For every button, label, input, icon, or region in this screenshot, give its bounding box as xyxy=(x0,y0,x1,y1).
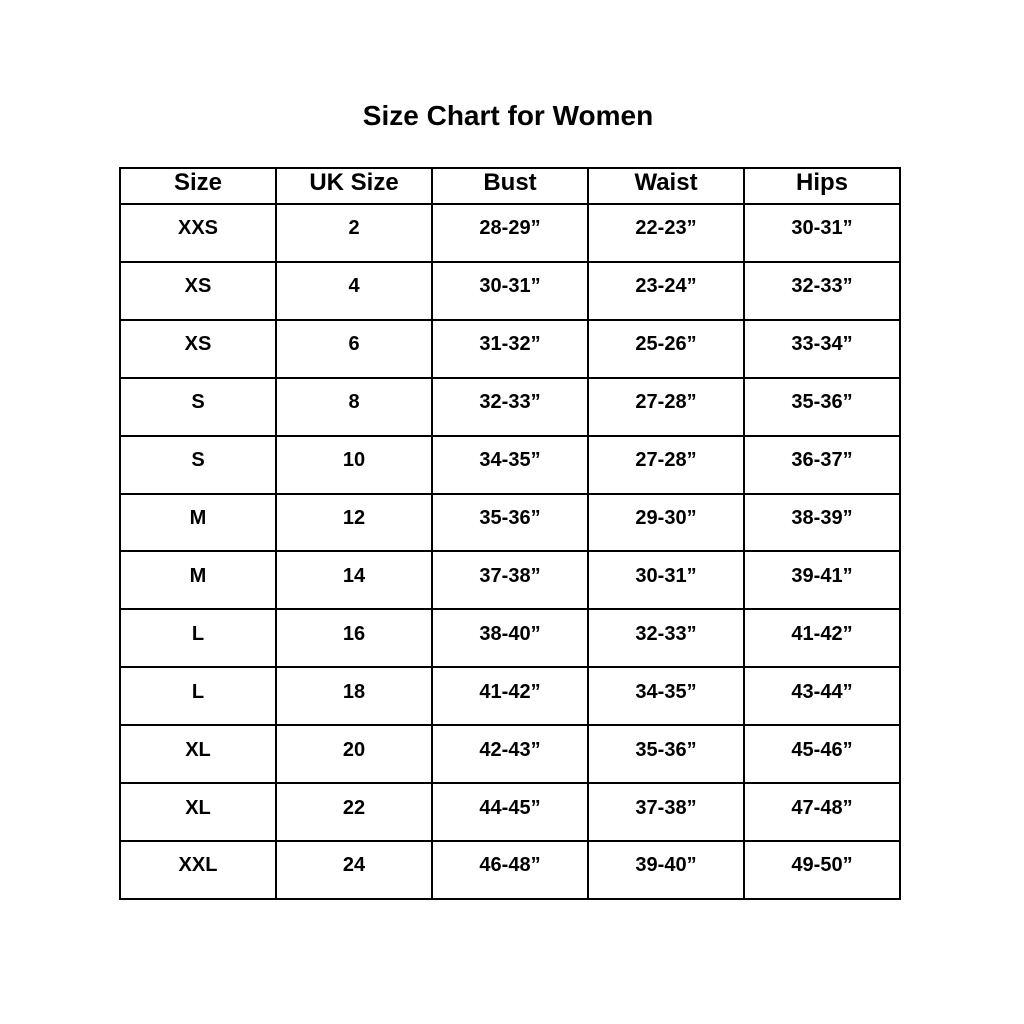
table-cell: 8 xyxy=(275,376,433,437)
table-cell: 24 xyxy=(275,839,433,901)
table-cell: 18 xyxy=(275,666,433,727)
table-cell: 30-31” xyxy=(587,550,745,611)
table-cell: 42-43” xyxy=(431,724,589,785)
table-cell: 32-33” xyxy=(587,608,745,669)
table-cell: 39-40” xyxy=(587,839,745,901)
table-cell: 37-38” xyxy=(431,550,589,611)
table-cell: 29-30” xyxy=(587,492,745,553)
column-header: Waist xyxy=(587,167,745,205)
column-header: Size xyxy=(119,167,277,205)
table-cell: L xyxy=(119,666,277,727)
table-cell: 41-42” xyxy=(743,608,901,669)
table-row: XXS 2 28-29” 22-23” 30-31” xyxy=(119,203,901,263)
table-row: M 12 35-36” 29-30” 38-39” xyxy=(119,492,901,553)
table-cell: 30-31” xyxy=(743,203,901,263)
table-cell: 30-31” xyxy=(431,260,589,321)
table-cell: 34-35” xyxy=(587,666,745,727)
table-cell: 46-48” xyxy=(431,839,589,901)
table-cell: S xyxy=(119,376,277,437)
table-cell: 2 xyxy=(275,203,433,263)
table-cell: 6 xyxy=(275,318,433,379)
table-cell: 35-36” xyxy=(587,724,745,785)
table-row: XL 22 44-45” 37-38” 47-48” xyxy=(119,782,901,842)
table-cell: XL xyxy=(119,724,277,785)
column-header: Bust xyxy=(431,167,589,205)
table-cell: 27-28” xyxy=(587,376,745,437)
table-cell: XS xyxy=(119,318,277,379)
table-cell: 22-23” xyxy=(587,203,745,263)
column-header: Hips xyxy=(743,167,901,205)
table-cell: 41-42” xyxy=(431,666,589,727)
table-cell: 49-50” xyxy=(743,839,901,901)
table-cell: 4 xyxy=(275,260,433,321)
table-cell: 16 xyxy=(275,608,433,669)
table-cell: 27-28” xyxy=(587,434,745,495)
table-cell: 43-44” xyxy=(743,666,901,727)
page-title: Size Chart for Women xyxy=(362,100,654,131)
table-cell: 23-24” xyxy=(587,260,745,321)
table-cell: XL xyxy=(119,782,277,842)
table-cell: 44-45” xyxy=(431,782,589,842)
column-header: UK Size xyxy=(275,167,433,205)
table-cell: 12 xyxy=(275,492,433,553)
table-cell: 25-26” xyxy=(587,318,745,379)
table-cell: 45-46” xyxy=(743,724,901,785)
table-cell: 38-40” xyxy=(431,608,589,669)
table-cell: 31-32” xyxy=(431,318,589,379)
table-cell: XS xyxy=(119,260,277,321)
table-cell: S xyxy=(119,434,277,495)
table-row: L 18 41-42” 34-35” 43-44” xyxy=(119,666,901,727)
table-cell: 14 xyxy=(275,550,433,611)
table-cell: 39-41” xyxy=(743,550,901,611)
table-cell: 37-38” xyxy=(587,782,745,842)
table-cell: 35-36” xyxy=(743,376,901,437)
table-cell: 32-33” xyxy=(431,376,589,437)
table-cell: XXS xyxy=(119,203,277,263)
table-cell: 22 xyxy=(275,782,433,842)
table-cell: 33-34” xyxy=(743,318,901,379)
table-header-row: Size UK Size Bust Waist Hips xyxy=(119,167,901,205)
table-cell: 20 xyxy=(275,724,433,785)
table-row: XXL 24 46-48” 39-40” 49-50” xyxy=(119,839,901,901)
table-cell: 47-48” xyxy=(743,782,901,842)
table-row: S 8 32-33” 27-28” 35-36” xyxy=(119,376,901,437)
table-cell: 34-35” xyxy=(431,434,589,495)
table-cell: 38-39” xyxy=(743,492,901,553)
table-row: XL 20 42-43” 35-36” 45-46” xyxy=(119,724,901,785)
table-cell: M xyxy=(119,492,277,553)
table-cell: 28-29” xyxy=(431,203,589,263)
table-row: S 10 34-35” 27-28” 36-37” xyxy=(119,434,901,495)
table-cell: 36-37” xyxy=(743,434,901,495)
table-cell: 10 xyxy=(275,434,433,495)
size-chart-table: Size UK Size Bust Waist Hips XXS 2 28-29” 22-23… xyxy=(119,167,901,901)
table-row: M 14 37-38” 30-31” 39-41” xyxy=(119,550,901,611)
table-row: XS 6 31-32” 25-26” 33-34” xyxy=(119,318,901,379)
table-cell: M xyxy=(119,550,277,611)
table-cell: 32-33” xyxy=(743,260,901,321)
table-cell: XXL xyxy=(119,839,277,901)
table-row: L 16 38-40” 32-33” 41-42” xyxy=(119,608,901,669)
table-row: XS 4 30-31” 23-24” 32-33” xyxy=(119,260,901,321)
table-cell: L xyxy=(119,608,277,669)
table-cell: 35-36” xyxy=(431,492,589,553)
